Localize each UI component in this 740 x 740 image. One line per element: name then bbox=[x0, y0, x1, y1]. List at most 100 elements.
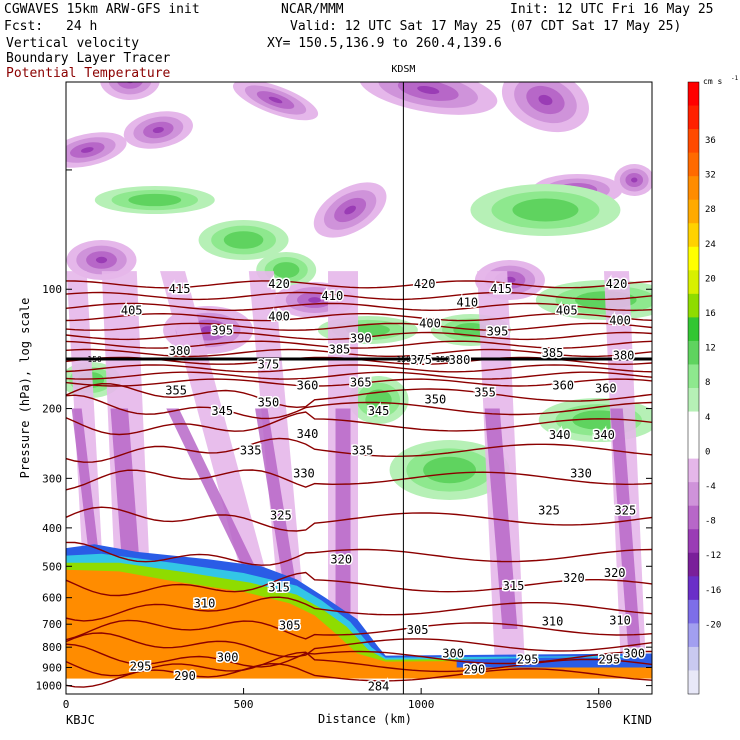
downdraft-core bbox=[255, 408, 304, 630]
updraft-region bbox=[423, 456, 476, 484]
colorbar-swatch bbox=[688, 646, 699, 671]
theta-label: 355 bbox=[474, 385, 496, 399]
y-tick-label: 400 bbox=[42, 522, 62, 535]
colorbar-swatch bbox=[688, 176, 699, 201]
theta-contour bbox=[66, 541, 652, 566]
colorbar-swatch bbox=[688, 552, 699, 577]
colorbar-swatch bbox=[688, 105, 699, 130]
theta-contour bbox=[66, 331, 652, 341]
colorbar-swatch bbox=[688, 364, 699, 389]
theta-label: 330 bbox=[293, 467, 315, 481]
colorbar-tick-label: -12 bbox=[705, 551, 721, 561]
theta-label: 365 bbox=[350, 376, 372, 390]
kdsm-station-label: KDSM bbox=[391, 64, 415, 75]
cross-section-endpoints: XY= 150.5,136.9 to 260.4,139.6 bbox=[267, 36, 502, 51]
field-vertical-velocity: Vertical velocity bbox=[6, 36, 140, 51]
colorbar-swatch bbox=[688, 199, 699, 224]
colorbar-swatch bbox=[688, 435, 699, 460]
theta-label: 325 bbox=[615, 504, 637, 518]
theta-label: 405 bbox=[556, 303, 578, 317]
theta-label: 410 bbox=[322, 289, 344, 303]
colorbar-swatch bbox=[688, 411, 699, 436]
colorbar-swatch bbox=[688, 482, 699, 507]
downdraft-region bbox=[108, 82, 152, 95]
theta-label: 290 bbox=[174, 669, 196, 683]
theta-label: 330 bbox=[570, 467, 592, 481]
theta-label: 310 bbox=[194, 596, 216, 610]
theta-contour bbox=[66, 378, 652, 387]
potential-temperature-labels: 420 415 405 410 400 395 390 380 375 385 365 360 355 3… bbox=[87, 276, 646, 694]
y-axis-label: Pressure (hPa), log scale bbox=[18, 298, 32, 479]
theta-contour bbox=[66, 619, 652, 641]
theta-label: 295 bbox=[130, 660, 152, 674]
theta-label: 420 bbox=[268, 277, 290, 291]
theta-label: 295 bbox=[599, 653, 621, 667]
x-axis: 0 500 1000 1500 bbox=[63, 688, 612, 711]
field-boundary-layer-tracer: Boundary Layer Tracer bbox=[6, 51, 171, 66]
y-tick-label: 100 bbox=[42, 283, 62, 296]
theta-label: 290 bbox=[464, 662, 486, 676]
x-tick-label: 500 bbox=[234, 698, 254, 711]
downdraft-region bbox=[344, 205, 356, 215]
colorbar-swatch bbox=[688, 223, 699, 248]
theta-label: 385 bbox=[542, 346, 564, 360]
theta-label: 355 bbox=[165, 383, 187, 397]
theta-label: 400 bbox=[268, 309, 290, 323]
theta-label: 300 bbox=[217, 651, 239, 665]
theta-label: 405 bbox=[121, 303, 143, 317]
colorbar-tick-label: 20 bbox=[705, 274, 716, 284]
downdraft-band bbox=[248, 271, 310, 668]
y-tick-label: 200 bbox=[42, 403, 62, 416]
theta-contour bbox=[66, 302, 652, 312]
theta-label: 390 bbox=[350, 331, 372, 345]
colorbar-swatch bbox=[688, 576, 699, 601]
downdraft-region bbox=[200, 326, 216, 334]
theta-contour bbox=[66, 643, 652, 668]
colorbar-swatch bbox=[688, 293, 699, 318]
theta-label: 320 bbox=[604, 566, 626, 580]
theta-contour bbox=[66, 662, 652, 688]
theta-label: 385 bbox=[329, 343, 351, 357]
theta-label: 320 bbox=[563, 571, 585, 585]
theta-label: 380 bbox=[613, 349, 635, 363]
y-tick-label: 300 bbox=[42, 472, 62, 485]
theta-contour bbox=[66, 291, 652, 301]
updraft-region bbox=[223, 231, 264, 249]
downdraft-region bbox=[152, 127, 164, 133]
theta-label: 284 bbox=[368, 679, 390, 693]
boundary-layer-tracer-shading bbox=[66, 544, 652, 694]
theta-label: 315 bbox=[268, 580, 290, 594]
y-tick-label: 500 bbox=[42, 560, 62, 573]
theta-contour bbox=[66, 371, 652, 380]
colorbar-swatch bbox=[688, 529, 699, 554]
theta-contour bbox=[66, 322, 652, 331]
theta-contour bbox=[66, 348, 652, 358]
colorbar-tick-label: -20 bbox=[705, 620, 721, 630]
theta-contour bbox=[66, 596, 652, 622]
theta-label: 305 bbox=[279, 618, 301, 632]
theta-label: 320 bbox=[330, 552, 352, 566]
downdraft-region bbox=[631, 177, 638, 183]
theta-label: 360 bbox=[552, 379, 574, 393]
downdraft-band bbox=[66, 271, 105, 598]
colorbar: 36 32 28 24 20 16 12 8 4 0 -4 -8 -12 -16 -20 bbox=[687, 81, 721, 695]
theta-label: 420 bbox=[414, 277, 436, 291]
theta-label: 350 bbox=[258, 395, 280, 409]
theta-contour bbox=[66, 382, 652, 409]
organization: NCAR/MMM bbox=[281, 2, 344, 17]
colorbar-swatch bbox=[688, 458, 699, 483]
theta-label: 410 bbox=[456, 295, 478, 309]
theta-contour bbox=[66, 312, 652, 322]
x-axis-label: Distance (km) bbox=[318, 712, 412, 726]
forecast-hour: 24 h bbox=[66, 19, 98, 34]
colorbar-swatch bbox=[688, 599, 699, 624]
colorbar-swatch bbox=[688, 152, 699, 177]
colorbar-tick-label: 0 bbox=[705, 447, 710, 457]
valid-time: Valid: 12 UTC Sat 17 May 25 (07 CDT Sat … bbox=[290, 19, 682, 34]
below-ground bbox=[66, 678, 652, 694]
colorbar-tick-label: 24 bbox=[705, 240, 716, 250]
theta-label: 325 bbox=[270, 508, 292, 522]
model-title: CGWAVES 15km ARW-GFS init bbox=[4, 2, 200, 17]
theta-label: 375 bbox=[258, 358, 280, 372]
